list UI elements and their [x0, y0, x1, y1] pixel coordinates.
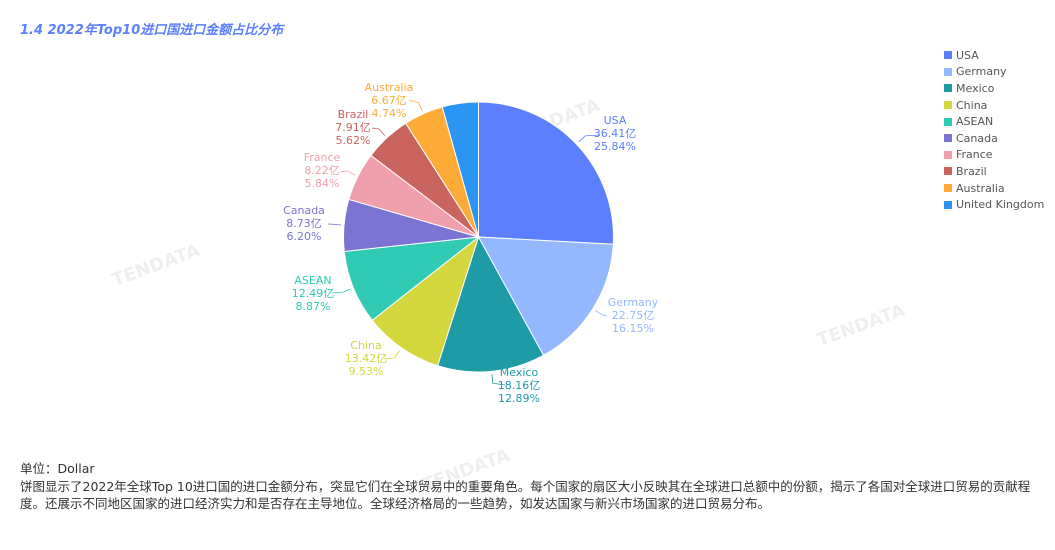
pie-slice-usa[interactable]: [478, 101, 614, 245]
slice-label-percent: 5.62%: [336, 134, 371, 147]
slice-label-percent: 25.84%: [594, 140, 636, 153]
slice-label-value: 8.73亿: [286, 217, 322, 230]
legend-swatch: [944, 184, 952, 193]
pie-slice-united-kingdom[interactable]: [441, 101, 479, 238]
slice-label-value: 18.16亿: [498, 379, 541, 392]
legend-item[interactable]: Germany: [944, 64, 1044, 81]
legend-label: Mexico: [956, 81, 995, 95]
pie-slice-mexico[interactable]: [437, 235, 545, 373]
legend-label: United Kingdom: [956, 198, 1045, 212]
legend-label: Canada: [956, 131, 998, 145]
legend-item[interactable]: Canada: [944, 130, 1044, 147]
legend: USA Germany Mexico China ASEAN Canada France Br…: [944, 47, 1044, 213]
slice-label-percent: 12.89%: [498, 392, 540, 405]
legend-item[interactable]: ASEAN: [944, 113, 1044, 130]
chart-title: 1.4 2022年Top10进口国进口金额占比分布: [20, 23, 284, 38]
slice-label-value: 6.67亿: [371, 94, 407, 107]
legend-item[interactable]: Australia: [944, 180, 1044, 197]
leader-line: [578, 134, 601, 143]
legend-item[interactable]: France: [944, 147, 1044, 164]
legend-swatch: [944, 101, 952, 110]
legend-label: Australia: [956, 181, 1005, 195]
leader-line: [339, 170, 356, 176]
slice-label-name: USA: [604, 114, 627, 127]
slice-label-name: Brazil: [338, 108, 369, 121]
legend-label: Germany: [956, 65, 1007, 79]
legend-item[interactable]: United Kingdom: [944, 196, 1044, 213]
legend-swatch: [944, 167, 952, 176]
slice-label-percent: 9.53%: [349, 365, 384, 378]
slice-label-value: 13.42亿: [345, 352, 388, 365]
slice-label-percent: 4.74%: [372, 107, 407, 120]
slice-label-percent: 6.20%: [287, 230, 322, 243]
description: 饼图显示了2022年全球Top 10进口国的进口金额分布，突显它们在全球贸易中的…: [20, 478, 1031, 512]
leader-line: [371, 127, 386, 136]
slice-label-name: France: [304, 151, 341, 164]
legend-swatch: [944, 134, 952, 143]
legend-label: Brazil: [956, 164, 987, 178]
slice-label-name: ASEAN: [294, 274, 331, 287]
slice-label-percent: 8.87%: [296, 300, 331, 313]
leader-line: [331, 288, 351, 294]
slice-label-value: 36.41亿: [594, 127, 637, 140]
slice-label-value: 8.22亿: [304, 164, 340, 177]
legend-item[interactable]: USA: [944, 47, 1044, 64]
slice-label-name: Canada: [283, 204, 325, 217]
legend-item[interactable]: Mexico: [944, 80, 1044, 97]
slice-label-value: 7.91亿: [335, 121, 371, 134]
leader-line: [595, 310, 608, 317]
slice-label-name: Germany: [608, 296, 659, 309]
leader-line: [327, 223, 342, 226]
legend-swatch: [944, 51, 952, 60]
slice-label-percent: 16.15%: [612, 322, 654, 335]
slice-label-name: Australia: [365, 81, 414, 94]
slice-label-value: 22.75亿: [612, 309, 655, 322]
legend-label: USA: [956, 48, 979, 62]
slice-label-name: China: [350, 339, 381, 352]
legend-swatch: [944, 67, 952, 76]
slice-label-percent: 5.84%: [305, 177, 340, 190]
pie-slice-germany[interactable]: [477, 236, 614, 356]
legend-label: China: [956, 98, 988, 112]
legend-item[interactable]: China: [944, 97, 1044, 114]
legend-swatch: [944, 117, 952, 126]
legend-label: ASEAN: [956, 115, 994, 129]
legend-label: France: [956, 148, 993, 162]
footer: 单位：Dollar 饼图显示了2022年全球Top 10进口国的进口金额分布，突…: [20, 460, 1040, 513]
leader-line: [491, 374, 506, 386]
slice-label-name: Mexico: [500, 366, 539, 379]
legend-item[interactable]: Brazil: [944, 163, 1044, 180]
legend-swatch: [944, 200, 952, 209]
leader-line: [408, 99, 423, 112]
pie-slice-china[interactable]: [371, 235, 480, 367]
legend-swatch: [944, 84, 952, 93]
slice-label-value: 12.49亿: [292, 287, 335, 300]
unit-label: 单位：Dollar: [20, 461, 95, 476]
legend-swatch: [944, 150, 952, 159]
leader-line: [383, 350, 401, 360]
